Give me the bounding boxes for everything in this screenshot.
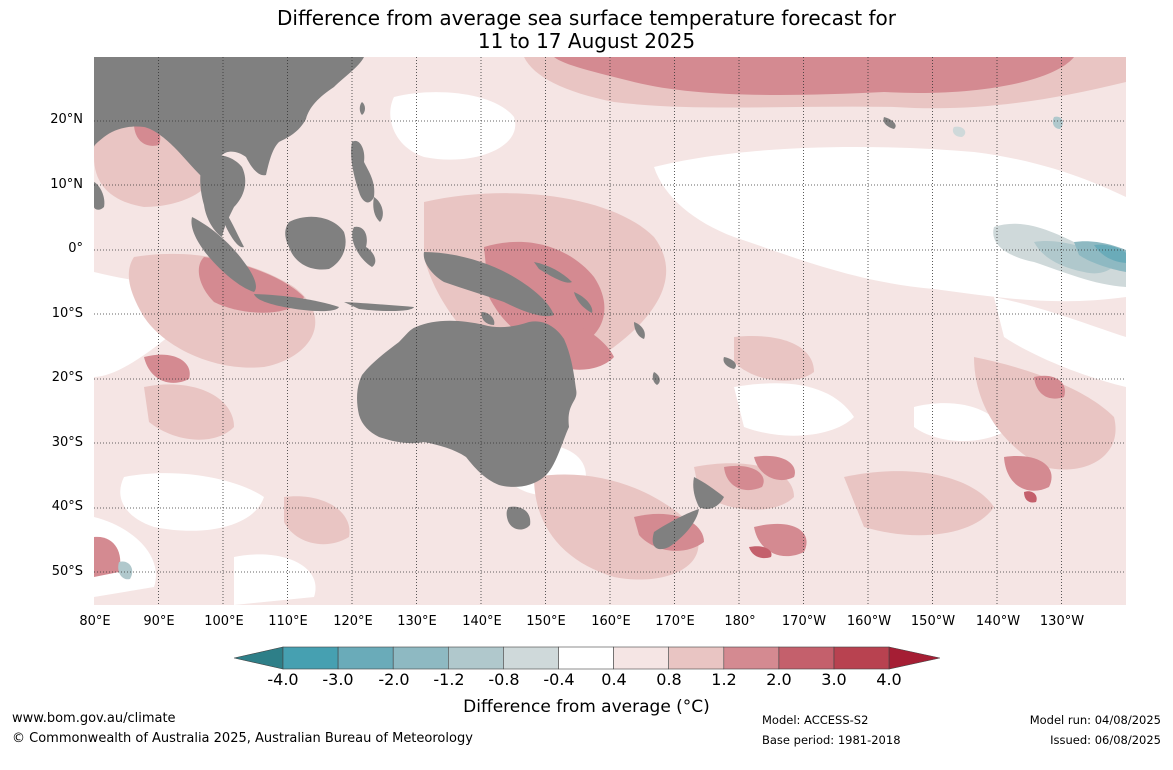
colorbar-label: 1.2 [711,670,737,689]
lat-tick-label: 0° [68,241,83,256]
colorbar-extend-low [234,646,284,670]
lon-tick-label: 110°E [268,614,308,629]
colorbar-label: 0.8 [656,670,682,689]
lat-tick-label: 20°S [51,370,83,385]
lat-tick-label: 20°N [50,112,83,127]
lon-tick-label: 170°W [781,614,827,629]
colorbar-segment [392,646,449,670]
lon-tick-label: 170°E [655,614,695,629]
lat-tick-label: 10°N [50,177,83,192]
anomaly-cool-areas [118,116,1126,580]
colorbar-label: 2.0 [766,670,792,689]
anomaly-2p0-3p0-areas [749,491,1037,559]
colorbar-segment [668,646,725,670]
colorbar-label: 3.0 [821,670,847,689]
lat-tick-label: 30°S [51,435,83,450]
lon-tick-label: 150°E [526,614,566,629]
lon-tick-label: 100°E [204,614,244,629]
colorbar-segment [503,646,559,670]
lat-tick-label: 10°S [51,306,83,321]
map-title-line-2: 11 to 17 August 2025 [477,29,696,53]
colorbar-label: -1.2 [433,670,465,689]
website-link[interactable]: www.bom.gov.au/climate [12,711,176,726]
lat-tick-label: 50°S [51,564,83,579]
lon-tick-label: 80°E [79,614,111,629]
colorbar-segment [448,646,504,670]
land-masses [94,57,896,550]
lon-tick-label: 150°W [910,614,956,629]
colorbar-label: -0.4 [543,670,575,689]
colorbar-segment [723,646,780,670]
lon-tick-label: 130°E [397,614,437,629]
colorbar-segment [558,646,614,670]
lon-tick-label: 140°E [462,614,502,629]
model-run-date: Model run: 04/08/2025 [1029,713,1161,727]
colorbar-label: -3.0 [322,670,354,689]
colorbar-label: 4.0 [876,670,902,689]
colorbar-label: -0.8 [488,670,520,689]
lon-tick-label: 160°E [591,614,631,629]
colorbar-title: Difference from average (°C) [463,697,710,717]
colorbar-segment [282,646,339,670]
lon-tick-label: 120°E [333,614,373,629]
sst-anomaly-map [94,57,1126,605]
colorbar-segment [337,646,394,670]
issued-date: Issued: 06/08/2025 [1050,733,1161,747]
lon-tick-label: 90°E [143,614,175,629]
colorbar [234,646,940,670]
model-name: Model: ACCESS-S2 [762,713,869,727]
colorbar-segment [613,646,670,670]
colorbar-label: -2.0 [378,670,410,689]
colorbar-segment [778,646,835,670]
map-title-line-1: Difference from average sea surface temp… [276,6,896,30]
lon-tick-label: 160°W [846,614,892,629]
colorbar-segment [833,646,890,670]
lon-tick-label: 130°W [1039,614,1085,629]
copyright-text: © Commonwealth of Australia 2025, Austra… [12,731,473,746]
lon-tick-label: 180° [724,614,756,629]
base-period: Base period: 1981-2018 [762,733,901,747]
colorbar-label: 0.4 [601,670,627,689]
colorbar-extend-high [888,646,940,670]
lat-tick-label: 40°S [51,499,83,514]
graticule [94,57,1126,605]
colorbar-label: -4.0 [267,670,299,689]
lon-tick-label: 140°W [975,614,1021,629]
